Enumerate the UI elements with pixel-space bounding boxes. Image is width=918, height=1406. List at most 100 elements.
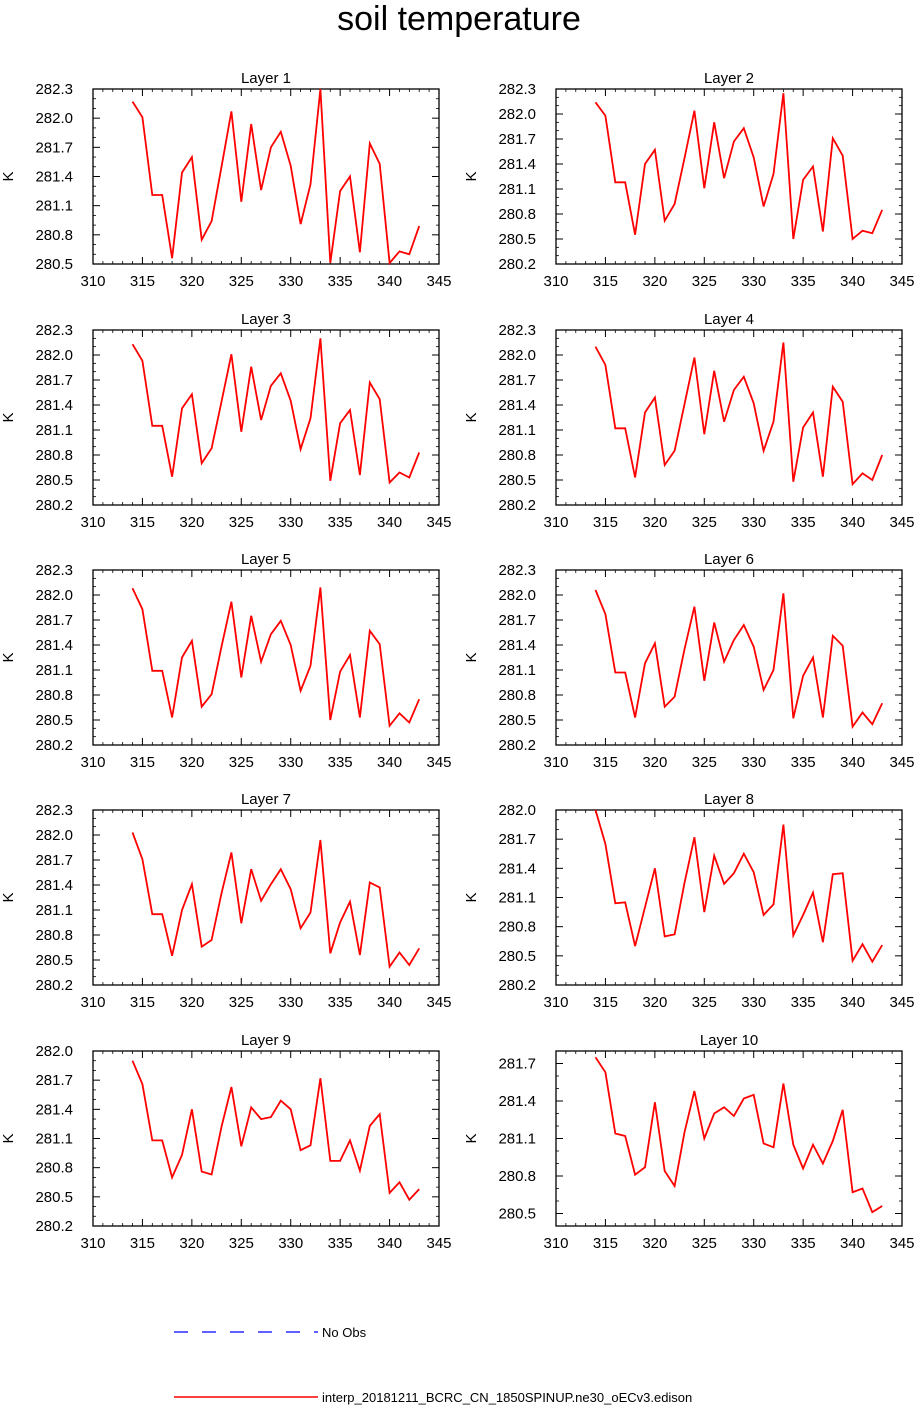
series-line — [594, 1056, 883, 1214]
y-tick-label: 281.4 — [498, 397, 536, 414]
x-tick-label: 320 — [179, 1235, 204, 1252]
x-tick-label: 315 — [593, 754, 618, 771]
x-tick-label: 325 — [229, 273, 254, 290]
y-axis-label: K — [463, 892, 480, 902]
panel-title: Layer 8 — [704, 791, 754, 808]
x-tick-label: 340 — [840, 1235, 865, 1252]
x-tick-label: 335 — [791, 273, 816, 290]
y-axis-label: K — [0, 652, 17, 662]
plot-frame — [92, 1050, 440, 1227]
x-tick-label: 335 — [328, 273, 353, 290]
y-tick-label: 280.5 — [498, 948, 536, 965]
x-tick-label: 325 — [692, 754, 717, 771]
y-axis-label: K — [463, 652, 480, 662]
x-tick-label: 330 — [741, 754, 766, 771]
y-tick-label: 280.5 — [498, 1206, 536, 1223]
x-tick-label: 345 — [889, 994, 914, 1011]
x-tick-label: 315 — [593, 994, 618, 1011]
y-tick-label: 280.2 — [498, 256, 536, 273]
x-tick-label: 320 — [642, 754, 667, 771]
y-axis-label: K — [0, 1133, 17, 1143]
plot-frame — [555, 329, 903, 506]
y-tick-label: 280.8 — [498, 206, 536, 223]
series-line — [594, 809, 883, 964]
x-tick-label: 325 — [692, 273, 717, 290]
x-tick-label: 345 — [426, 994, 451, 1011]
panel-layer-4: Layer 4 K 310 315 320 325 330 335 340 345 280.2 280… — [463, 311, 915, 531]
panels: Layer 1 K 310 315 320 325 330 335 340 345 280.5 280… — [0, 70, 915, 1252]
x-tick-label: 325 — [692, 994, 717, 1011]
y-tick-label: 281.1 — [35, 1131, 73, 1148]
panel-title: Layer 5 — [241, 551, 291, 568]
y-axis-label: K — [463, 1133, 480, 1143]
x-tick-label: 325 — [692, 514, 717, 531]
x-tick-label: 310 — [543, 754, 568, 771]
x-tick-label: 325 — [229, 514, 254, 531]
y-tick-label: 282.0 — [498, 347, 536, 364]
plot-frame — [555, 88, 903, 265]
y-axis-label: K — [0, 171, 17, 181]
x-tick-label: 330 — [278, 994, 303, 1011]
y-tick-label: 280.5 — [35, 472, 73, 489]
panel-layer-10: Layer 10 K 310 315 320 325 330 335 340 345 280.5 28… — [463, 1032, 915, 1252]
y-tick-label: 282.0 — [498, 587, 536, 604]
y-tick-label: 281.1 — [498, 1131, 536, 1148]
y-tick-label: 281.1 — [498, 181, 536, 198]
x-tick-label: 310 — [80, 514, 105, 531]
y-tick-label: 281.1 — [498, 890, 536, 907]
panel-title: Layer 6 — [704, 551, 754, 568]
y-tick-label: 280.2 — [498, 497, 536, 514]
x-tick-label: 335 — [791, 514, 816, 531]
panel-title: Layer 4 — [704, 311, 754, 328]
x-tick-label: 320 — [642, 994, 667, 1011]
plot-frame — [555, 1050, 903, 1227]
y-tick-label: 282.3 — [498, 562, 536, 579]
panel-title: Layer 3 — [241, 311, 291, 328]
panel-title: Layer 9 — [241, 1032, 291, 1049]
legend-obs-label: No Obs — [322, 1325, 367, 1340]
x-tick-label: 345 — [889, 273, 914, 290]
panel-title: Layer 1 — [241, 70, 291, 87]
y-tick-label: 280.2 — [498, 977, 536, 994]
y-tick-label: 280.8 — [498, 447, 536, 464]
panel-layer-2: Layer 2 K 310 315 320 325 330 335 340 345 280.2 280… — [463, 70, 915, 290]
y-tick-label: 280.2 — [35, 497, 73, 514]
y-tick-label: 282.3 — [35, 81, 73, 98]
y-tick-label: 281.7 — [498, 612, 536, 629]
x-tick-label: 320 — [642, 514, 667, 531]
x-tick-label: 330 — [741, 273, 766, 290]
y-tick-label: 280.8 — [498, 919, 536, 936]
y-tick-label: 281.4 — [498, 637, 536, 654]
panel-title: Layer 10 — [700, 1032, 758, 1049]
y-tick-label: 281.1 — [35, 422, 73, 439]
x-tick-label: 335 — [791, 994, 816, 1011]
y-tick-label: 281.4 — [498, 156, 536, 173]
y-tick-label: 280.5 — [498, 712, 536, 729]
x-tick-label: 340 — [377, 1235, 402, 1252]
y-tick-label: 281.7 — [498, 372, 536, 389]
panel-layer-7: Layer 7 K 310 315 320 325 330 335 340 345 280.2 280… — [0, 791, 452, 1011]
panel-layer-6: Layer 6 K 310 315 320 325 330 335 340 345 280.2 280… — [463, 551, 915, 771]
y-tick-label: 281.7 — [35, 1072, 73, 1089]
x-tick-label: 310 — [543, 514, 568, 531]
x-tick-label: 315 — [130, 514, 155, 531]
y-tick-label: 282.3 — [498, 322, 536, 339]
panel-layer-5: Layer 5 K 310 315 320 325 330 335 340 345 280.2 280… — [0, 551, 452, 771]
x-tick-label: 320 — [179, 994, 204, 1011]
panel-layer-1: Layer 1 K 310 315 320 325 330 335 340 345 280.5 280… — [0, 70, 452, 290]
y-tick-label: 281.1 — [498, 422, 536, 439]
series-line — [131, 1060, 420, 1202]
x-tick-label: 340 — [377, 754, 402, 771]
y-tick-label: 280.2 — [498, 737, 536, 754]
x-tick-label: 340 — [840, 994, 865, 1011]
x-tick-label: 345 — [426, 1235, 451, 1252]
figure-title: soil temperature — [337, 0, 581, 38]
y-tick-label: 281.4 — [498, 1093, 536, 1110]
x-tick-label: 335 — [791, 1235, 816, 1252]
y-tick-label: 280.8 — [35, 927, 73, 944]
legend-model-label: interp_20181211_BCRC_CN_1850SPINUP.ne30_… — [322, 1390, 692, 1405]
y-tick-label: 281.7 — [35, 612, 73, 629]
x-tick-label: 345 — [889, 754, 914, 771]
x-tick-label: 345 — [426, 514, 451, 531]
y-tick-label: 280.2 — [35, 1218, 73, 1235]
